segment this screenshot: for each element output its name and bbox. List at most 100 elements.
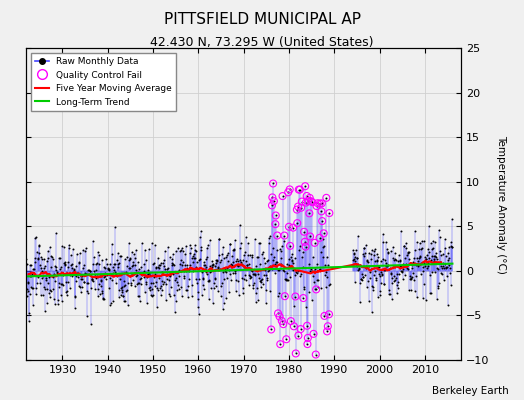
Point — [45, 274, 53, 280]
Point — [42, 275, 50, 282]
Point — [115, 259, 123, 266]
Point — [36, 280, 44, 286]
Point — [363, 258, 372, 264]
Point — [325, 311, 333, 318]
Point — [315, 235, 324, 241]
Point — [380, 280, 389, 287]
Point — [198, 276, 206, 282]
Point — [387, 248, 396, 254]
Point — [440, 265, 448, 272]
Point — [26, 262, 34, 268]
Point — [388, 275, 397, 282]
Point — [97, 277, 105, 283]
Point — [195, 310, 203, 317]
Point — [277, 254, 285, 261]
Point — [117, 289, 126, 295]
Point — [432, 265, 441, 272]
Point — [404, 248, 412, 255]
Point — [209, 261, 217, 267]
Point — [287, 253, 296, 260]
Point — [385, 291, 393, 297]
Point — [226, 241, 234, 247]
Point — [316, 266, 324, 272]
Point — [115, 287, 123, 293]
Point — [384, 250, 392, 256]
Point — [187, 265, 195, 271]
Point — [267, 326, 276, 333]
Point — [124, 280, 132, 287]
Point — [58, 243, 66, 249]
Point — [397, 268, 405, 274]
Point — [417, 260, 425, 266]
Point — [303, 335, 312, 341]
Point — [440, 276, 449, 283]
Point — [313, 200, 322, 206]
Point — [84, 280, 92, 287]
Point — [116, 292, 125, 298]
Point — [228, 270, 237, 276]
Point — [403, 250, 412, 256]
Point — [95, 281, 104, 287]
Point — [125, 239, 133, 246]
Point — [154, 264, 162, 270]
Point — [419, 295, 427, 301]
Point — [207, 284, 215, 291]
Point — [406, 273, 414, 279]
Point — [287, 318, 295, 324]
Point — [45, 289, 53, 296]
Point — [264, 257, 272, 264]
Point — [269, 256, 278, 263]
Point — [445, 265, 454, 272]
Point — [125, 257, 134, 264]
Point — [350, 250, 358, 256]
Point — [439, 260, 447, 266]
Point — [282, 269, 291, 276]
Point — [93, 273, 101, 279]
Point — [176, 261, 184, 268]
Point — [30, 271, 38, 278]
Point — [230, 246, 238, 252]
Point — [250, 271, 258, 278]
Point — [252, 263, 260, 270]
Point — [102, 255, 111, 262]
Point — [237, 258, 246, 265]
Point — [353, 254, 361, 261]
Point — [213, 258, 222, 264]
Point — [350, 256, 358, 262]
Point — [325, 280, 334, 287]
Point — [439, 263, 447, 270]
Point — [172, 287, 181, 293]
Point — [39, 273, 47, 279]
Point — [296, 273, 304, 279]
Point — [17, 250, 26, 257]
Point — [377, 269, 385, 276]
Point — [103, 261, 111, 268]
Point — [356, 262, 365, 268]
Point — [159, 281, 167, 287]
Point — [266, 288, 275, 294]
Point — [174, 269, 182, 276]
Point — [289, 224, 297, 231]
Point — [300, 286, 308, 292]
Point — [158, 269, 167, 275]
Point — [237, 240, 245, 246]
Point — [102, 270, 111, 277]
Point — [27, 262, 35, 268]
Point — [249, 282, 258, 288]
Point — [398, 268, 406, 274]
Point — [102, 276, 110, 282]
Point — [402, 252, 411, 258]
Point — [149, 260, 158, 267]
Point — [298, 198, 306, 205]
Point — [113, 273, 122, 279]
Point — [77, 272, 85, 279]
Point — [311, 286, 320, 292]
Point — [64, 264, 72, 270]
Point — [138, 272, 147, 278]
Point — [139, 274, 148, 280]
Point — [288, 251, 296, 257]
Point — [143, 272, 151, 279]
Point — [30, 235, 39, 241]
Point — [107, 270, 115, 277]
Point — [291, 350, 300, 357]
